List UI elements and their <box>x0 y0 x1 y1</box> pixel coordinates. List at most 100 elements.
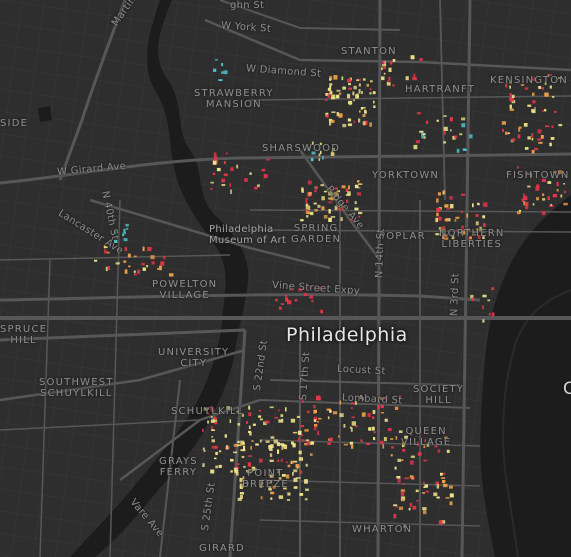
incident-mark <box>518 209 521 212</box>
incident-mark <box>534 147 539 151</box>
incident-mark <box>422 510 427 515</box>
incident-mark <box>333 75 338 80</box>
incident-mark <box>542 109 544 112</box>
incident-mark <box>450 129 452 132</box>
incident-mark <box>230 167 234 171</box>
incident-mark <box>501 121 506 125</box>
incident-mark <box>313 405 316 409</box>
incident-mark <box>336 112 339 117</box>
incident-mark <box>470 294 474 299</box>
nb-northern-liberties: NORTHERN LIBERTIES <box>439 228 505 250</box>
incident-mark <box>247 462 251 467</box>
incident-mark <box>236 164 239 169</box>
incident-mark <box>549 204 554 207</box>
incident-mark <box>342 86 346 90</box>
incident-mark <box>540 135 544 139</box>
nb-university-city: UNIVERSITY CITY <box>158 347 230 369</box>
incident-mark <box>285 297 289 302</box>
incident-mark <box>215 451 218 455</box>
incident-mark <box>358 118 361 123</box>
incident-mark <box>488 313 491 316</box>
incident-mark <box>141 262 145 266</box>
incident-mark <box>272 485 277 489</box>
incident-mark <box>348 100 353 105</box>
incident-mark <box>521 198 524 202</box>
incident-mark <box>286 461 288 464</box>
incident-mark <box>383 72 386 75</box>
incident-mark <box>311 300 314 303</box>
incident-mark <box>402 449 406 452</box>
incident-mark <box>213 152 217 157</box>
incident-mark <box>403 524 406 528</box>
incident-mark <box>451 235 455 240</box>
incident-mark <box>524 87 529 90</box>
incident-mark <box>421 134 425 139</box>
incident-mark <box>142 246 145 252</box>
incident-mark <box>241 413 244 417</box>
incident-mark <box>475 214 479 217</box>
incident-mark <box>237 423 241 426</box>
incident-mark <box>237 497 242 501</box>
incident-mark <box>331 94 336 99</box>
incident-mark <box>518 126 522 129</box>
incident-mark <box>475 221 479 226</box>
incident-mark <box>277 469 280 474</box>
incident-mark <box>329 409 332 413</box>
incident-mark <box>310 158 314 162</box>
incident-mark <box>263 174 268 179</box>
incident-mark <box>270 436 275 439</box>
incident-mark <box>280 303 284 305</box>
incident-mark <box>340 217 343 221</box>
incident-mark <box>460 211 463 213</box>
incident-mark <box>259 439 262 443</box>
incident-mark <box>337 190 341 193</box>
incident-mark <box>242 476 245 480</box>
nb-schuylkill: SCHUYLKILL <box>171 406 244 417</box>
incident-mark <box>309 453 313 456</box>
incident-mark <box>150 255 155 260</box>
incident-mark <box>472 203 474 208</box>
incident-mark <box>377 404 380 410</box>
incident-mark <box>280 414 284 417</box>
incident-mark <box>277 459 280 463</box>
incident-mark <box>379 440 384 445</box>
incident-mark <box>415 77 417 81</box>
incident-mark <box>317 417 322 420</box>
incident-mark <box>351 416 355 419</box>
incident-mark <box>125 227 129 230</box>
incident-mark <box>211 445 217 449</box>
incident-mark <box>360 107 364 110</box>
incident-mark <box>516 211 521 215</box>
incident-mark <box>525 205 529 210</box>
incident-mark <box>142 267 146 271</box>
incident-mark <box>442 226 446 230</box>
incident-mark <box>475 228 479 231</box>
incident-mark <box>285 407 287 412</box>
incident-mark <box>509 81 512 84</box>
incident-mark <box>317 421 319 423</box>
incident-mark <box>518 128 521 132</box>
incident-mark <box>213 156 218 161</box>
incident-mark <box>461 230 466 235</box>
incident-mark <box>383 397 388 400</box>
incident-mark <box>317 430 320 436</box>
incident-mark <box>137 269 141 274</box>
incident-mark <box>350 218 354 222</box>
incident-mark <box>261 168 266 172</box>
incident-mark <box>394 406 399 410</box>
incident-mark <box>417 452 422 456</box>
incident-mark <box>319 150 322 154</box>
incident-mark <box>535 186 540 191</box>
incident-mark <box>163 256 166 260</box>
nb-grays-ferry: GRAYS FERRY <box>159 456 198 478</box>
incident-mark <box>348 118 350 122</box>
incident-mark <box>215 59 218 61</box>
incident-mark <box>358 89 361 94</box>
incident-mark <box>283 487 287 490</box>
incident-mark <box>240 449 245 452</box>
incident-mark <box>269 459 274 462</box>
incident-mark <box>403 483 405 485</box>
incident-mark <box>329 83 333 86</box>
